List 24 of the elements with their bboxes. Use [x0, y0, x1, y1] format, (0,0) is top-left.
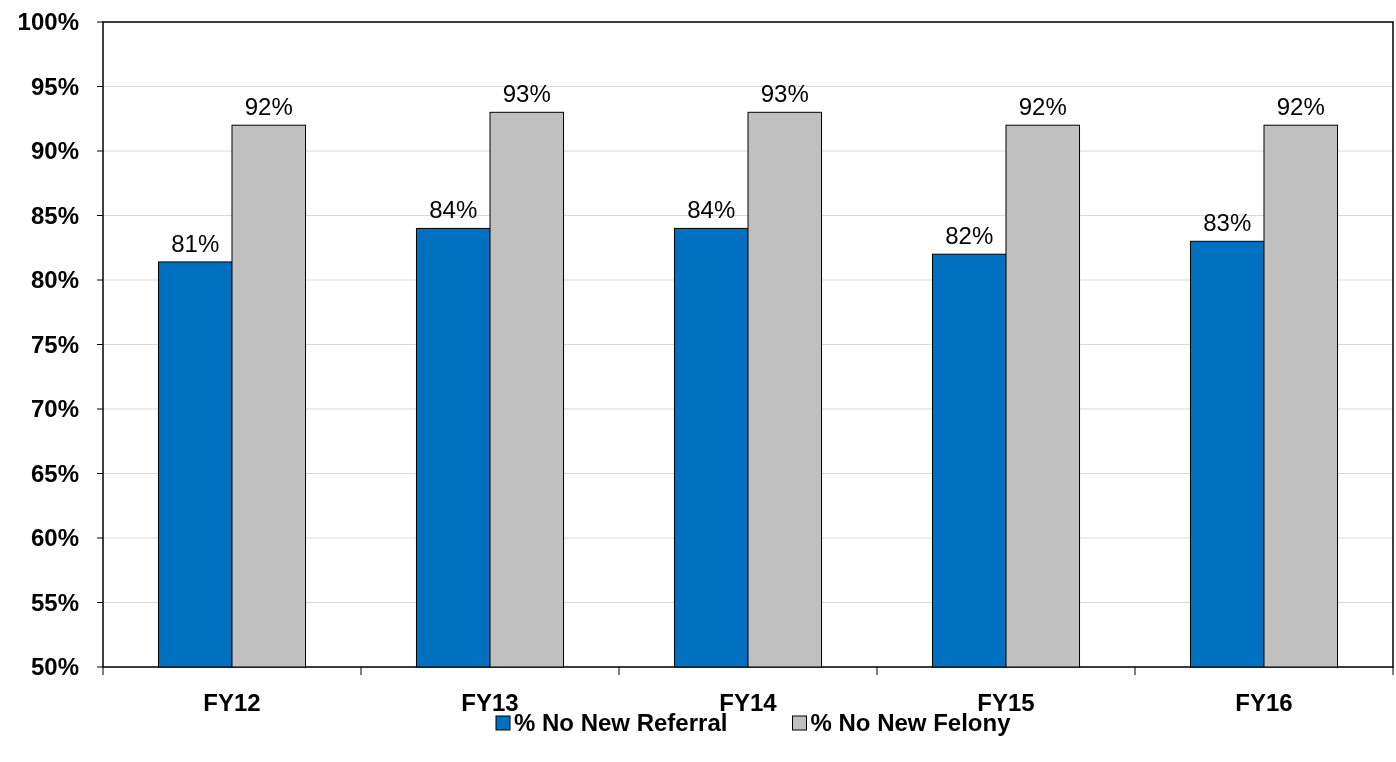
- data-label: 83%: [1203, 209, 1252, 237]
- y-tick-label: 95%: [30, 72, 79, 100]
- y-tick-label: 90%: [30, 137, 79, 165]
- data-label: 84%: [429, 196, 478, 224]
- data-label: 84%: [687, 196, 736, 224]
- y-tick-label: 100%: [17, 8, 79, 36]
- y-tick-label: 75%: [30, 330, 79, 358]
- data-label: 92%: [1276, 93, 1325, 121]
- data-label: 92%: [1018, 93, 1067, 121]
- data-label: 92%: [244, 93, 293, 121]
- y-tick-label: 85%: [30, 201, 79, 229]
- y-tick-label: 55%: [30, 588, 79, 616]
- data-label: 93%: [502, 80, 551, 108]
- data-label: 82%: [945, 222, 994, 250]
- y-tick-label: 60%: [30, 524, 79, 552]
- data-label: 93%: [760, 80, 809, 108]
- data-label: 81%: [171, 229, 220, 257]
- y-tick-label: 50%: [30, 653, 79, 681]
- y-tick-label: 80%: [30, 266, 79, 294]
- y-tick-label: 70%: [30, 395, 79, 423]
- x-tick-label: FY15: [977, 689, 1035, 716]
- x-tick-label: FY12: [203, 689, 261, 716]
- y-tick-label: 65%: [30, 459, 79, 487]
- x-tick-label: FY16: [1235, 689, 1293, 716]
